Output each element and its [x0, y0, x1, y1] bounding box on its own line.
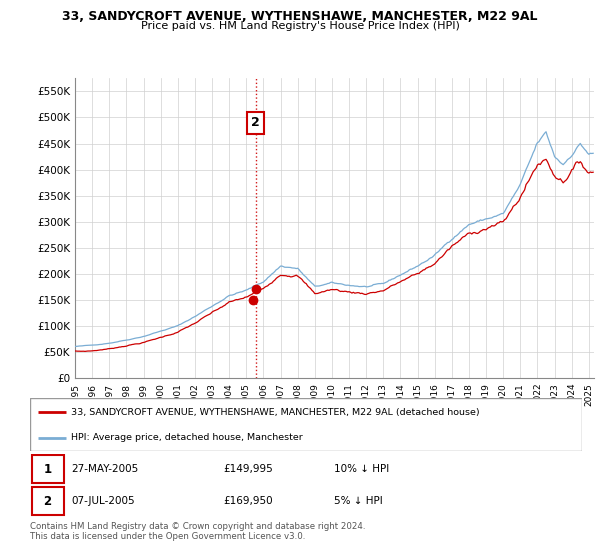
- FancyBboxPatch shape: [32, 487, 64, 515]
- Text: 2: 2: [44, 494, 52, 508]
- Text: 5% ↓ HPI: 5% ↓ HPI: [334, 496, 382, 506]
- Text: £149,995: £149,995: [223, 464, 273, 474]
- Text: HPI: Average price, detached house, Manchester: HPI: Average price, detached house, Manc…: [71, 433, 303, 442]
- FancyBboxPatch shape: [32, 455, 64, 483]
- Text: Contains HM Land Registry data © Crown copyright and database right 2024.
This d: Contains HM Land Registry data © Crown c…: [30, 522, 365, 542]
- Text: 2: 2: [251, 116, 260, 129]
- Text: £169,950: £169,950: [223, 496, 273, 506]
- Text: Price paid vs. HM Land Registry's House Price Index (HPI): Price paid vs. HM Land Registry's House …: [140, 21, 460, 31]
- Text: 33, SANDYCROFT AVENUE, WYTHENSHAWE, MANCHESTER, M22 9AL: 33, SANDYCROFT AVENUE, WYTHENSHAWE, MANC…: [62, 10, 538, 23]
- Text: 10% ↓ HPI: 10% ↓ HPI: [334, 464, 389, 474]
- Text: 33, SANDYCROFT AVENUE, WYTHENSHAWE, MANCHESTER, M22 9AL (detached house): 33, SANDYCROFT AVENUE, WYTHENSHAWE, MANC…: [71, 408, 480, 417]
- Text: 27-MAY-2005: 27-MAY-2005: [71, 464, 139, 474]
- Text: 07-JUL-2005: 07-JUL-2005: [71, 496, 135, 506]
- Text: 1: 1: [44, 463, 52, 475]
